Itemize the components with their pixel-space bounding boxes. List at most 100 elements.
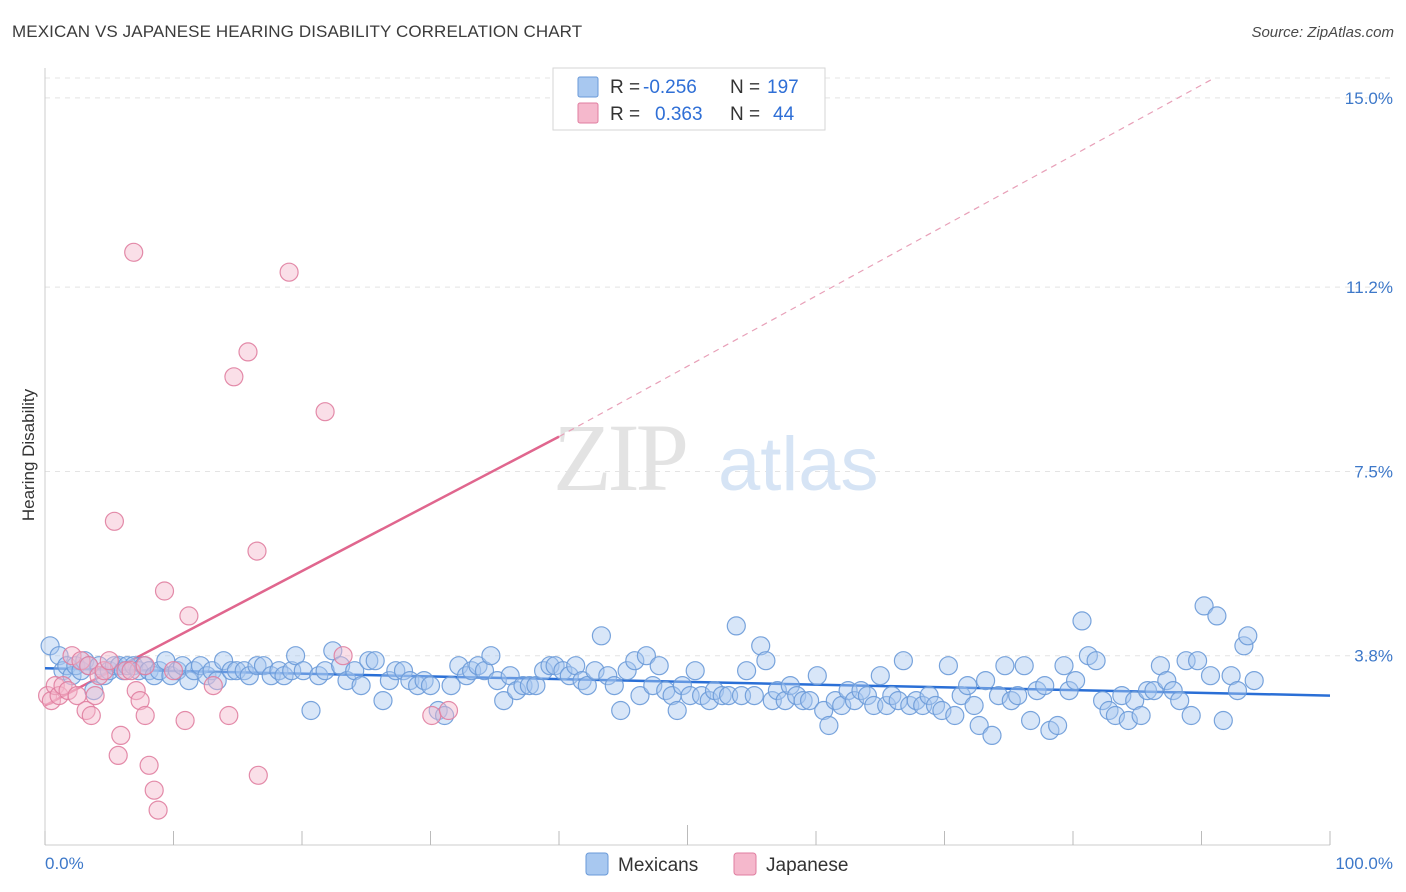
japanese-point bbox=[139, 755, 159, 775]
mexicans-point bbox=[1065, 670, 1086, 691]
mexicans-point bbox=[351, 675, 371, 696]
gridlines bbox=[45, 77, 1395, 657]
mexicans-point bbox=[179, 670, 199, 691]
mexicans-point bbox=[226, 661, 247, 681]
mexicans-point bbox=[239, 666, 259, 686]
japanese-point bbox=[58, 680, 78, 701]
japanese-point bbox=[94, 661, 114, 681]
mexicans-point bbox=[449, 656, 469, 676]
mexicans-point bbox=[1131, 705, 1151, 726]
mexicans-point bbox=[481, 646, 501, 666]
mexicans-point bbox=[925, 695, 946, 716]
mexicans-point bbox=[799, 690, 820, 711]
japanese-point bbox=[104, 511, 125, 531]
legend-swatch-japanese bbox=[577, 102, 599, 124]
watermark: ZIP atlas bbox=[553, 404, 879, 511]
bottom-legend: Mexicans Japanese bbox=[585, 852, 848, 876]
mexicans-point bbox=[1207, 606, 1227, 626]
japanese-point bbox=[121, 661, 141, 681]
japanese-point bbox=[248, 765, 268, 785]
mexicans-point bbox=[393, 661, 414, 681]
mexicans-point bbox=[756, 651, 776, 671]
japanese-point bbox=[111, 725, 131, 746]
mexicans-point bbox=[386, 661, 406, 681]
japanese-point bbox=[108, 745, 128, 766]
japanese-point bbox=[85, 685, 105, 706]
mexicans-point bbox=[1194, 596, 1214, 616]
series-mexicans bbox=[40, 596, 1264, 746]
mexicans-point bbox=[591, 626, 612, 646]
mexicans-point bbox=[667, 700, 687, 721]
japanese-point bbox=[135, 705, 155, 726]
mexicans-point bbox=[1072, 611, 1092, 631]
mexicans-point bbox=[611, 700, 631, 721]
y-tick-label-2: 11.2% bbox=[1346, 278, 1393, 297]
mexicans-point bbox=[414, 670, 434, 691]
japanese-point bbox=[81, 705, 101, 726]
mexicans-point bbox=[893, 651, 914, 671]
mexicans-point bbox=[712, 685, 732, 706]
mexicans-point bbox=[506, 680, 527, 701]
mexicans-point bbox=[882, 685, 902, 706]
bottom-legend-label-mexicans: Mexicans bbox=[618, 855, 698, 876]
legend-n-value-0: 197 bbox=[767, 77, 799, 98]
mexicans-point bbox=[1187, 651, 1208, 671]
mexicans-point bbox=[1144, 680, 1164, 701]
japanese-point bbox=[163, 661, 184, 681]
japanese-point bbox=[333, 646, 353, 666]
mexicans-point bbox=[323, 641, 343, 661]
mexicans-point bbox=[1047, 715, 1068, 736]
y-axis-label: Hearing Disability bbox=[19, 388, 38, 521]
mexicans-point bbox=[420, 675, 441, 696]
mexicans-point bbox=[751, 636, 771, 656]
mexicans-point bbox=[726, 616, 746, 636]
japanese-point bbox=[126, 680, 146, 701]
mexicans-point bbox=[1176, 651, 1196, 671]
mexicans-point bbox=[1170, 690, 1190, 711]
mexicans-point bbox=[468, 656, 488, 676]
legend-r-label-0: R = bbox=[610, 77, 640, 98]
trend-line-japanese-extension bbox=[558, 77, 1215, 438]
mexicans-point bbox=[282, 661, 302, 681]
mexicans-point bbox=[1200, 666, 1221, 686]
mexicans-point bbox=[1092, 690, 1113, 711]
mexicans-point bbox=[309, 666, 329, 686]
legend-n-value-1: 44 bbox=[773, 104, 795, 125]
y-tick-label-3: 15.0% bbox=[1345, 89, 1393, 108]
mexicans-point bbox=[1008, 685, 1028, 706]
japanese-point bbox=[62, 646, 82, 666]
mexicans-point bbox=[877, 695, 897, 716]
mexicans-point bbox=[526, 675, 546, 696]
mexicans-point bbox=[1137, 680, 1158, 701]
mexicans-point bbox=[190, 656, 211, 676]
japanese-point bbox=[238, 342, 258, 362]
mexicans-point bbox=[807, 666, 827, 686]
japanese-point bbox=[99, 651, 119, 671]
mexicans-point bbox=[744, 685, 764, 706]
trend-line-mexicans bbox=[44, 666, 1331, 697]
mexicans-point bbox=[1181, 705, 1201, 726]
legend-swatch-mexicans bbox=[577, 76, 599, 98]
mexicans-point bbox=[604, 675, 624, 696]
y-tick-label-0: 3.8% bbox=[1354, 647, 1393, 666]
mexicans-point bbox=[672, 675, 693, 696]
mexicans-point bbox=[533, 661, 554, 681]
mexicans-point bbox=[1244, 670, 1264, 691]
mexicans-point bbox=[988, 685, 1009, 706]
mexicans-point bbox=[286, 646, 306, 666]
mexicans-point bbox=[598, 666, 618, 686]
japanese-point bbox=[154, 581, 175, 601]
mexicans-point bbox=[1054, 656, 1074, 676]
japanese-point bbox=[203, 675, 223, 696]
japanese-point bbox=[124, 242, 144, 262]
mexicans-point bbox=[1059, 680, 1079, 701]
mexicans-point bbox=[428, 700, 448, 721]
axes bbox=[44, 68, 1331, 846]
japanese-point bbox=[224, 367, 244, 387]
mexicans-point bbox=[1227, 680, 1248, 701]
mexicans-point bbox=[938, 656, 959, 676]
series-japanese bbox=[37, 242, 459, 820]
mexicans-point bbox=[649, 656, 669, 676]
mexicans-point bbox=[1086, 651, 1106, 671]
japanese-point bbox=[144, 780, 164, 800]
